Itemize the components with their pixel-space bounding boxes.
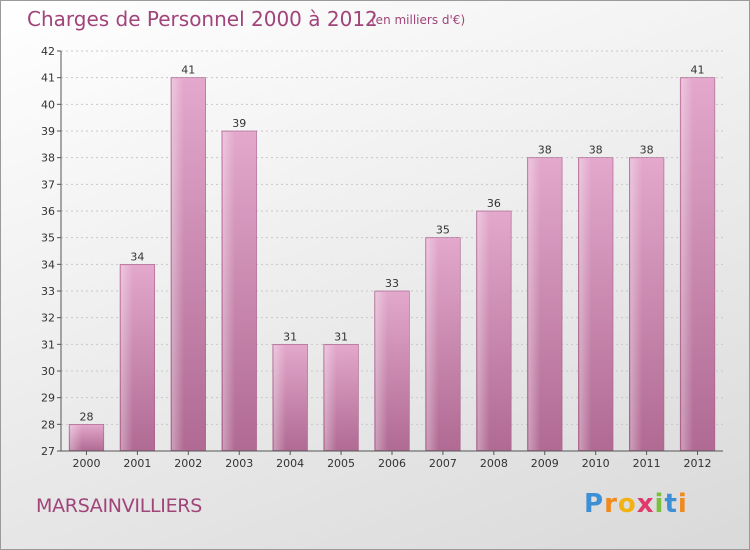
value-label: 28 — [79, 410, 93, 423]
bar-highlight — [70, 425, 83, 450]
value-label: 38 — [538, 144, 552, 157]
bar-highlight — [375, 292, 388, 450]
value-label: 38 — [589, 144, 603, 157]
bar-highlight — [273, 345, 286, 450]
y-tick-label: 40 — [41, 98, 55, 111]
bar-highlight — [222, 132, 236, 450]
x-tick-label: 2002 — [174, 457, 202, 470]
value-label: 41 — [181, 64, 195, 77]
y-tick-label: 36 — [41, 205, 55, 218]
value-label: 38 — [640, 144, 654, 157]
commune-name: MARSAINVILLIERS — [36, 495, 202, 517]
bar-highlight — [477, 212, 490, 450]
x-tick-label: 2003 — [225, 457, 253, 470]
y-tick-label: 30 — [41, 365, 55, 378]
value-label: 34 — [130, 250, 144, 263]
logo-letter: i — [654, 489, 665, 519]
value-label: 36 — [487, 197, 501, 210]
value-label: 41 — [691, 64, 705, 77]
x-tick-label: 2006 — [378, 457, 406, 470]
logo-letter: t — [664, 489, 678, 519]
logo-letter: r — [604, 489, 618, 519]
bar-highlight — [528, 158, 541, 450]
logo-letter: o — [617, 489, 637, 519]
proxiti-logo: Proxiti — [584, 489, 688, 519]
bar-highlight — [630, 158, 643, 450]
value-label: 33 — [385, 277, 399, 290]
bar-highlight — [579, 158, 592, 450]
bar-highlight — [121, 265, 134, 450]
logo-letter: i — [677, 489, 688, 519]
y-tick-label: 31 — [41, 338, 55, 351]
logo-letter: P — [584, 489, 605, 519]
bar-highlight — [171, 78, 185, 451]
x-tick-label: 2004 — [276, 457, 304, 470]
y-tick-label: 27 — [41, 445, 55, 458]
y-tick-label: 28 — [41, 418, 55, 431]
x-tick-label: 2012 — [684, 457, 712, 470]
x-tick-label: 2010 — [582, 457, 610, 470]
y-tick-label: 33 — [41, 285, 55, 298]
value-label: 39 — [232, 117, 246, 130]
axes: 27 28 29 30 31 32 33 34 35 36 37 38 39 40 41 42 2000 2001… — [41, 45, 723, 470]
y-tick-label: 39 — [41, 125, 55, 138]
y-tick-label: 38 — [41, 152, 55, 165]
x-tick-label: 2008 — [480, 457, 508, 470]
y-tick-label: 35 — [41, 232, 55, 245]
y-tick-label: 29 — [41, 392, 55, 405]
y-tick-label: 37 — [41, 178, 55, 191]
value-label: 31 — [283, 330, 297, 343]
chart-title: Charges de Personnel 2000 à 2012 — [27, 7, 378, 31]
x-tick-label: 2005 — [327, 457, 355, 470]
chart-subtitle: (en milliers d'€) — [371, 13, 466, 27]
y-tick-label: 41 — [41, 72, 55, 85]
x-tick-label: 2001 — [123, 457, 151, 470]
value-label: 35 — [436, 224, 450, 237]
x-tick-label: 2009 — [531, 457, 559, 470]
y-tick-label: 42 — [41, 45, 55, 58]
bar-highlight — [324, 345, 337, 450]
x-tick-label: 2007 — [429, 457, 457, 470]
y-tick-label: 34 — [41, 258, 55, 271]
bar-highlight — [681, 78, 694, 451]
bar-highlight — [426, 238, 439, 450]
x-tick-label: 2000 — [72, 457, 100, 470]
value-label: 31 — [334, 330, 348, 343]
y-tick-label: 32 — [41, 312, 55, 325]
logo-letter: x — [636, 489, 655, 519]
x-tick-label: 2011 — [633, 457, 661, 470]
bars: 28 34 41 39 31 31 33 35 36 38 38 38 41 — [68, 64, 716, 452]
